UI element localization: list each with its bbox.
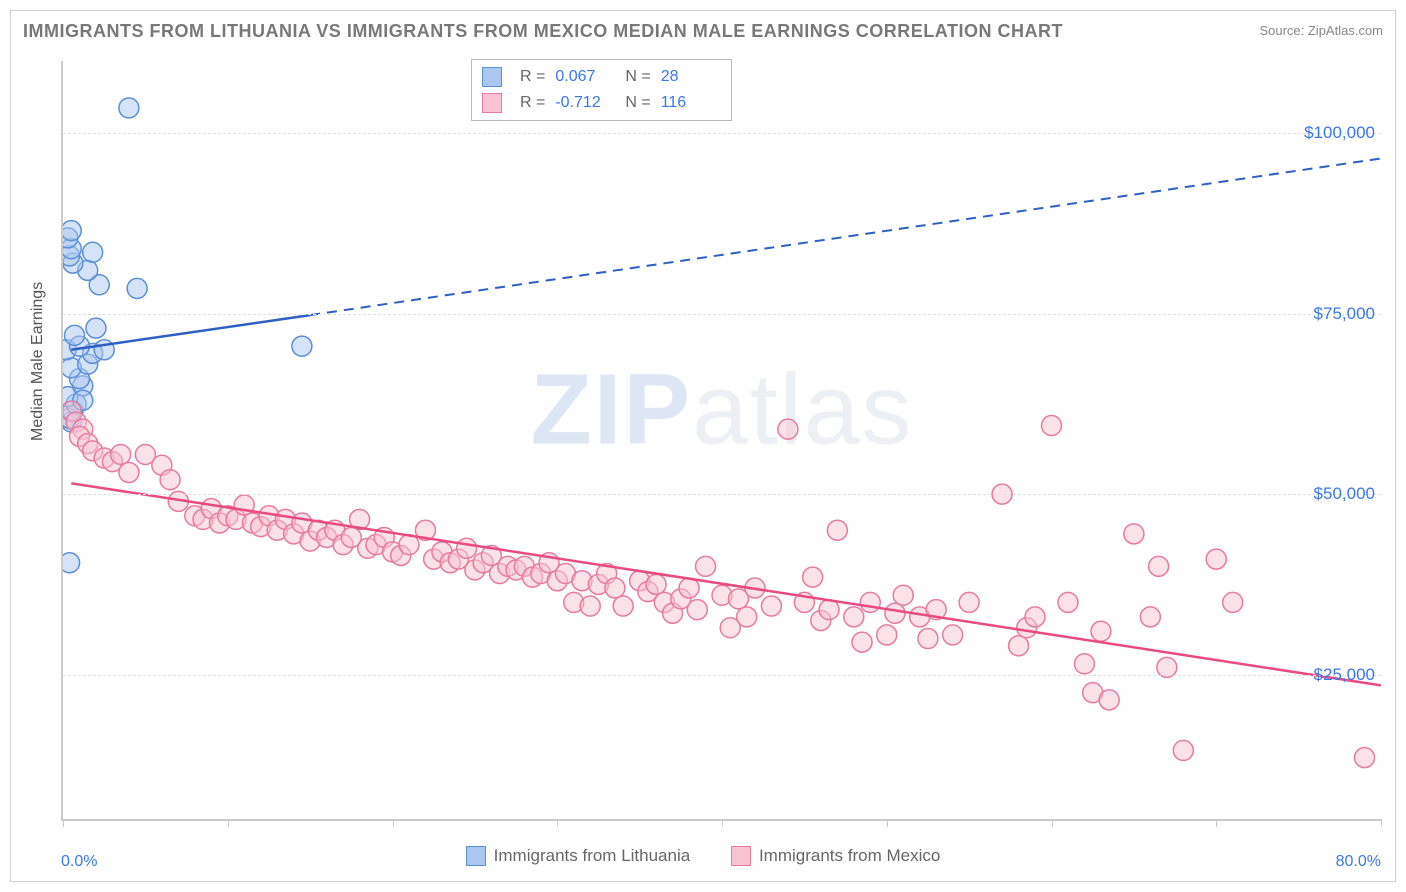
data-point [1206,549,1226,569]
data-point [1042,416,1062,436]
data-point [1124,524,1144,544]
data-point [83,242,103,262]
data-point [1140,607,1160,627]
data-point [119,98,139,118]
y-tick-label: $50,000 [1314,484,1375,504]
n-label: N = [625,90,650,116]
chart-container: IMMIGRANTS FROM LITHUANIA VS IMMIGRANTS … [10,10,1396,882]
data-point [1091,621,1111,641]
legend-label-mexico: Immigrants from Mexico [759,846,940,866]
data-point [111,444,131,464]
data-point [737,607,757,627]
data-point [605,578,625,598]
swatch-lithuania-icon [466,846,486,866]
data-point [613,596,633,616]
swatch-lithuania-icon [482,67,502,87]
y-tick-label: $100,000 [1304,123,1375,143]
data-point [127,278,147,298]
data-point [1355,748,1375,768]
data-point [860,592,880,612]
trend-line-dashed [310,158,1381,315]
data-point [1099,690,1119,710]
data-point [893,585,913,605]
y-tick-label: $75,000 [1314,304,1375,324]
data-point [696,556,716,576]
data-point [1025,607,1045,627]
data-point [778,419,798,439]
trend-line [71,315,310,350]
y-axis-label: Median Male Earnings [29,282,47,441]
legend-label-lithuania: Immigrants from Lithuania [494,846,691,866]
data-point [580,596,600,616]
data-point [119,462,139,482]
swatch-mexico-icon [731,846,751,866]
data-point [1173,740,1193,760]
bottom-legend: Immigrants from Lithuania Immigrants fro… [11,846,1395,871]
data-point [1058,592,1078,612]
plot-area: ZIPatlas $25,000$50,000$75,000$100,000 [61,61,1381,821]
data-point [918,629,938,649]
data-point [1074,654,1094,674]
data-point [852,632,872,652]
r-label: R = [520,90,545,116]
n-value-mexico: 116 [661,90,721,116]
correlation-legend: R = 0.067 N = 28 R = -0.712 N = 116 [471,59,732,121]
data-point [63,221,81,241]
data-point [86,318,106,338]
data-point [877,625,897,645]
swatch-mexico-icon [482,93,502,113]
data-point [803,567,823,587]
r-value-lithuania: 0.067 [555,64,615,90]
x-axis-min-label: 0.0% [61,853,97,871]
r-value-mexico: -0.712 [555,90,615,116]
data-point [1009,636,1029,656]
data-point [65,325,85,345]
data-point [827,520,847,540]
data-point [687,600,707,620]
data-point [959,592,979,612]
data-point [160,470,180,490]
data-point [761,596,781,616]
n-value-lithuania: 28 [661,64,721,90]
data-point [885,603,905,623]
data-point [844,607,864,627]
source-label: Source: ZipAtlas.com [1259,23,1383,38]
x-axis-max-label: 80.0% [1336,853,1381,871]
data-point [646,574,666,594]
chart-svg [63,61,1381,819]
trend-line [71,483,1381,685]
data-point [292,336,312,356]
y-tick-label: $25,000 [1314,665,1375,685]
data-point [1149,556,1169,576]
r-label: R = [520,64,545,90]
data-point [63,553,80,573]
data-point [943,625,963,645]
corr-row-lithuania: R = 0.067 N = 28 [482,64,721,90]
data-point [819,600,839,620]
data-point [1223,592,1243,612]
legend-item-mexico: Immigrants from Mexico [731,846,940,866]
chart-title: IMMIGRANTS FROM LITHUANIA VS IMMIGRANTS … [23,21,1063,42]
corr-row-mexico: R = -0.712 N = 116 [482,90,721,116]
data-point [457,538,477,558]
legend-item-lithuania: Immigrants from Lithuania [466,846,691,866]
n-label: N = [625,64,650,90]
